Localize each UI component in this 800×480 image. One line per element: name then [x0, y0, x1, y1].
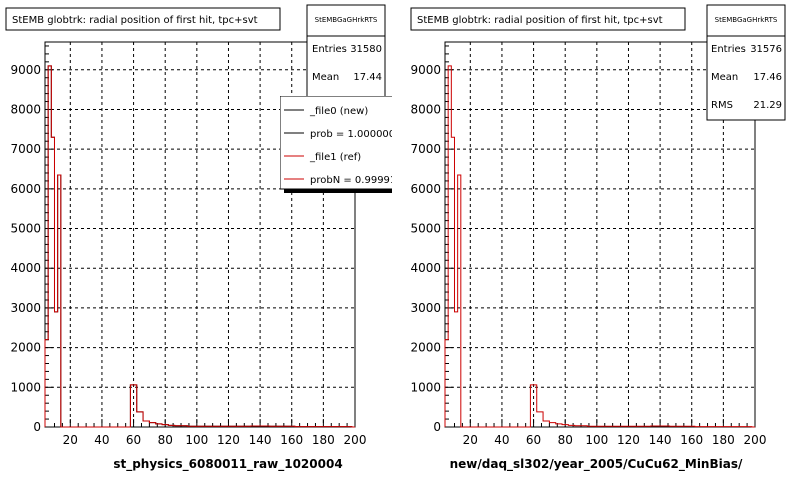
- right-x-tick-label: 100: [585, 433, 608, 447]
- right-stats-entries-label: Entries: [711, 44, 746, 55]
- left-title: StEMB globtrk: radial position of first …: [12, 15, 258, 26]
- left-y-tick-label: 4000: [10, 261, 41, 275]
- left-legend-clip: _file0 (new) prob = 1.000000 _file1 (ref…: [280, 96, 403, 193]
- left-x-tick-label: 60: [126, 433, 141, 447]
- right-x-tick-label: 120: [617, 433, 640, 447]
- right-y-tick-label: 2000: [410, 341, 441, 355]
- left-x-tick-label: 100: [185, 433, 208, 447]
- right-x-tick-label: 160: [680, 433, 703, 447]
- right-x-tick-label: 180: [712, 433, 735, 447]
- left-title-box: [5, 7, 281, 31]
- left-y-tick-label: 2000: [10, 341, 41, 355]
- right-histogram-series-0: [444, 65, 755, 428]
- left-stats-mean-label: Mean: [312, 72, 339, 83]
- left-stats-entries: 31580: [350, 44, 382, 55]
- right-series: [444, 65, 755, 428]
- left-y-tick-label: 1000: [10, 380, 41, 394]
- right-x-tick-label: 140: [649, 433, 672, 447]
- left-stats-mean: 17.44: [353, 72, 382, 83]
- right-title-box: [410, 7, 686, 31]
- left-x-tick-label: 80: [158, 433, 173, 447]
- right-y-tick-label: 9000: [410, 63, 441, 77]
- left-x-tick-label: 160: [280, 433, 303, 447]
- right-stats-mean-label: Mean: [711, 72, 738, 83]
- right-stats-mean: 17.46: [753, 72, 782, 83]
- right-title: StEMB globtrk: radial position of first …: [417, 15, 663, 26]
- right-stats-label: StEMBGaGHrkRTS: [715, 16, 778, 24]
- left-stats-label: StEMBGaGHrkRTS: [315, 16, 378, 24]
- legend-label-file0: _file0 (new): [309, 106, 368, 117]
- right-plot-frame: [444, 41, 756, 428]
- left-y-tick-label: 7000: [10, 142, 41, 156]
- right-stats-rms: 21.29: [753, 100, 782, 111]
- left-x-tick-label: 40: [94, 433, 109, 447]
- left-x-tick-label: 140: [249, 433, 272, 447]
- left-chart-panel: 0 1000 2000 3000 4000 5000 6000 7000 8000 9000 20…: [5, 4, 403, 472]
- left-y-tick-label: 0: [33, 420, 41, 434]
- right-x-tick-label: 200: [744, 433, 767, 447]
- left-x-tick-label: 20: [63, 433, 78, 447]
- right-x-tick-label: 80: [558, 433, 573, 447]
- right-grid: [445, 42, 756, 427]
- left-y-tick-label: 9000: [10, 63, 41, 77]
- right-y-tick-label: 7000: [410, 142, 441, 156]
- left-stats-box: [306, 4, 386, 101]
- left-x-tick-label: 120: [217, 433, 240, 447]
- right-x-axis-title: new/daq_sl302/year_2005/CuCu62_MinBias/: [450, 457, 743, 472]
- left-y-axis: 0 1000 2000 3000 4000 5000 6000 7000 8000 9000: [10, 45, 53, 434]
- left-x-axis-title: st_physics_6080011_raw_1020004: [113, 457, 342, 472]
- right-stats-box: [706, 4, 786, 121]
- right-y-axis: 0 1000 2000 3000 4000 5000 6000 7000 8000 9000: [410, 45, 453, 434]
- left-y-tick-label: 6000: [10, 182, 41, 196]
- right-y-tick-label: 4000: [410, 261, 441, 275]
- right-y-tick-label: 0: [433, 420, 441, 434]
- left-y-tick-label: 8000: [10, 102, 41, 116]
- right-y-tick-label: 8000: [410, 102, 441, 116]
- right-stats-entries: 31576: [750, 44, 782, 55]
- left-stats-entries-label: Entries: [312, 44, 347, 55]
- right-x-tick-label: 40: [494, 433, 509, 447]
- right-stats-rms-label: RMS: [711, 100, 733, 111]
- right-y-tick-label: 3000: [410, 301, 441, 315]
- right-x-tick-label: 60: [526, 433, 541, 447]
- right-chart-panel: 0 1000 2000 3000 4000 5000 6000 7000 8000 9000 20…: [410, 4, 786, 472]
- legend-label-probn: probN = 0.999916: [310, 175, 403, 186]
- right-y-tick-label: 1000: [410, 380, 441, 394]
- legend-label-file1: _file1 (ref): [309, 152, 361, 163]
- left-series: [44, 65, 355, 428]
- legend-label-prob: prob = 1.000000: [310, 129, 395, 140]
- right-y-tick-label: 6000: [410, 182, 441, 196]
- left-y-tick-label: 5000: [10, 222, 41, 236]
- left-legend-box: [280, 96, 392, 190]
- left-x-tick-label: 180: [312, 433, 335, 447]
- left-y-tick-label: 3000: [10, 301, 41, 315]
- left-histogram-series-1: [44, 65, 355, 428]
- right-x-tick-label: 20: [463, 433, 478, 447]
- left-x-tick-label: 200: [344, 433, 367, 447]
- right-y-tick-label: 5000: [410, 222, 441, 236]
